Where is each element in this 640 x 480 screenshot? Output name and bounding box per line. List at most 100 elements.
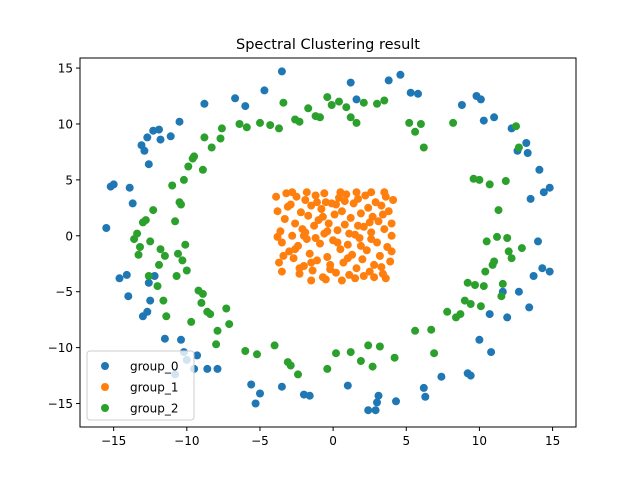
point-group_2-19 bbox=[181, 240, 190, 249]
y-tick-label: −15 bbox=[48, 397, 73, 411]
point-group_0-15 bbox=[144, 160, 153, 169]
point-group_0-44 bbox=[352, 95, 361, 104]
point-group_2-8 bbox=[155, 260, 163, 269]
point-group_2-54 bbox=[332, 349, 340, 358]
point-group_1-63 bbox=[365, 267, 374, 276]
point-group_2-41 bbox=[270, 341, 279, 350]
point-group_1-112 bbox=[320, 189, 329, 198]
point-group_2-13 bbox=[171, 217, 180, 226]
point-group_2-86 bbox=[481, 267, 490, 276]
point-group_1-15 bbox=[295, 269, 304, 278]
point-group_0-5 bbox=[124, 292, 133, 301]
point-group_1-56 bbox=[355, 234, 364, 242]
point-group_2-56 bbox=[346, 348, 355, 357]
point-group_1-0 bbox=[272, 192, 281, 201]
point-group_0-7 bbox=[128, 199, 137, 208]
x-tick-label: −15 bbox=[101, 434, 126, 448]
point-group_2-18 bbox=[179, 175, 188, 184]
point-group_2-45 bbox=[286, 361, 295, 370]
point-group_0-29 bbox=[200, 99, 209, 108]
point-group_1-34 bbox=[323, 253, 332, 261]
point-group_1-83 bbox=[311, 234, 320, 242]
point-group_1-89 bbox=[378, 210, 387, 219]
point-group_0-13 bbox=[144, 278, 153, 287]
point-group_0-33 bbox=[241, 102, 250, 111]
point-group_1-88 bbox=[367, 235, 376, 244]
point-group_1-94 bbox=[332, 200, 340, 209]
point-group_1-93 bbox=[318, 212, 327, 221]
point-group_2-61 bbox=[364, 341, 373, 350]
point-group_1-6 bbox=[280, 215, 289, 223]
point-group_2-91 bbox=[493, 232, 501, 241]
point-group_2-48 bbox=[304, 104, 313, 113]
legend-label-group_1: group_1 bbox=[130, 381, 179, 395]
point-group_2-74 bbox=[443, 307, 452, 316]
point-group_1-23 bbox=[307, 201, 316, 210]
point-group_1-107 bbox=[351, 274, 360, 283]
point-group_2-107 bbox=[136, 243, 144, 251]
point-group_2-72 bbox=[427, 325, 436, 334]
point-group_2-12 bbox=[168, 181, 177, 190]
point-group_2-5 bbox=[144, 272, 153, 280]
point-group_1-57 bbox=[356, 209, 365, 218]
point-group_1-21 bbox=[304, 211, 313, 220]
point-group_1-54 bbox=[352, 264, 361, 273]
point-group_1-49 bbox=[345, 270, 354, 279]
point-group_0-61 bbox=[475, 335, 484, 344]
point-group_2-22 bbox=[187, 317, 196, 326]
point-group_1-5 bbox=[277, 267, 286, 276]
legend-label-group_0: group_0 bbox=[130, 360, 179, 374]
point-group_1-43 bbox=[336, 245, 345, 254]
point-group_2-50 bbox=[316, 113, 324, 122]
point-group_0-36 bbox=[256, 389, 264, 398]
point-group_2-1 bbox=[133, 229, 142, 238]
point-group_0-21 bbox=[166, 132, 175, 141]
point-group_0-18 bbox=[155, 125, 163, 134]
point-group_2-92 bbox=[494, 206, 503, 215]
x-tick-label: −5 bbox=[251, 434, 269, 448]
y-tick-label: 10 bbox=[58, 117, 73, 131]
point-group_1-58 bbox=[358, 255, 367, 264]
point-group_0-38 bbox=[277, 382, 286, 391]
point-group_0-63 bbox=[479, 116, 488, 125]
point-group_1-19 bbox=[301, 196, 310, 204]
point-group_2-30 bbox=[207, 143, 216, 152]
legend-items: group_0 group_1 group_2 bbox=[101, 360, 179, 416]
point-group_0-80 bbox=[539, 188, 548, 197]
point-group_1-11 bbox=[289, 254, 298, 263]
point-group_1-90 bbox=[283, 202, 292, 211]
point-group_1-97 bbox=[365, 218, 374, 227]
point-group_1-96 bbox=[354, 221, 362, 230]
x-tick-label: 10 bbox=[472, 434, 487, 448]
point-group_1-86 bbox=[345, 229, 354, 238]
point-group_2-94 bbox=[498, 279, 507, 288]
point-group_1-1 bbox=[273, 207, 282, 216]
point-group_2-65 bbox=[380, 96, 389, 105]
point-group_0-56 bbox=[437, 372, 446, 381]
y-tick-label: −5 bbox=[55, 285, 73, 299]
point-group_0-3 bbox=[115, 274, 124, 283]
point-group_0-55 bbox=[421, 392, 430, 401]
point-group_0-28 bbox=[193, 351, 202, 360]
point-group_0-57 bbox=[457, 101, 466, 109]
series-group_2 bbox=[130, 93, 526, 379]
point-group_2-47 bbox=[294, 370, 302, 379]
point-group_0-42 bbox=[343, 381, 352, 390]
point-group_2-98 bbox=[507, 254, 516, 263]
point-group_0-12 bbox=[143, 133, 152, 142]
point-group_2-108 bbox=[216, 134, 225, 143]
point-group_1-114 bbox=[352, 188, 361, 197]
point-group_2-39 bbox=[253, 350, 261, 359]
point-group_1-77 bbox=[386, 257, 395, 266]
point-group_2-57 bbox=[346, 113, 355, 122]
point-group_2-100 bbox=[514, 143, 523, 152]
point-group_0-75 bbox=[526, 194, 535, 203]
point-group_2-77 bbox=[456, 310, 465, 319]
point-group_0-81 bbox=[545, 267, 554, 276]
point-group_0-68 bbox=[503, 313, 512, 322]
point-group_2-2 bbox=[134, 250, 143, 259]
point-group_0-71 bbox=[514, 287, 523, 296]
point-group_1-3 bbox=[277, 238, 286, 247]
point-group_0-41 bbox=[305, 391, 314, 400]
point-group_0-52 bbox=[406, 88, 415, 97]
